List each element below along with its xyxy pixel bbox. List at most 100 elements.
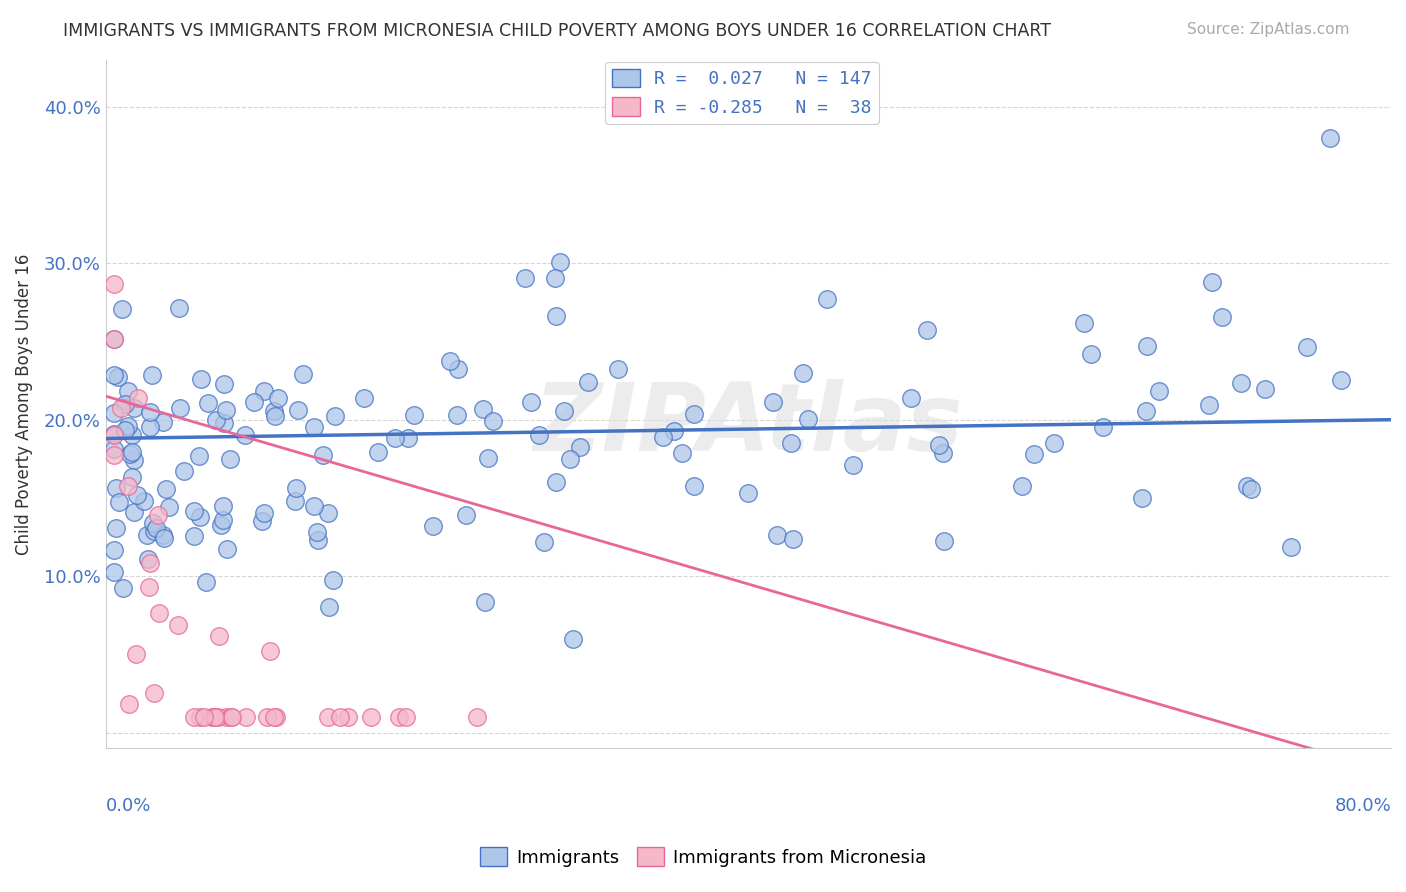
Point (322, 573, 344, 587)
Point (197, 396, 219, 410)
Point (215, 710, 238, 724)
Point (215, 403, 238, 417)
Point (544, 309, 567, 323)
Point (915, 323, 938, 337)
Point (1147, 384, 1170, 398)
Text: IMMIGRANTS VS IMMIGRANTS FROM MICRONESIA CHILD POVERTY AMONG BOYS UNDER 16 CORRE: IMMIGRANTS VS IMMIGRANTS FROM MICRONESIA… (63, 22, 1052, 40)
Point (932, 533, 955, 548)
Point (153, 531, 176, 545)
Point (285, 481, 308, 495)
Point (121, 428, 143, 442)
Point (183, 503, 205, 517)
Point (117, 479, 139, 493)
Point (173, 464, 195, 478)
Point (561, 632, 583, 646)
Point (166, 618, 188, 632)
Point (183, 529, 205, 543)
Point (548, 255, 571, 269)
Text: ZIPAtlas: ZIPAtlas (533, 379, 963, 471)
Point (316, 710, 339, 724)
Point (138, 580, 160, 594)
Point (1211, 310, 1233, 325)
Point (219, 452, 242, 467)
Point (305, 524, 328, 539)
Point (114, 423, 136, 437)
Point (256, 710, 278, 724)
Point (533, 534, 555, 549)
Point (195, 575, 218, 590)
Point (190, 372, 212, 386)
Point (103, 543, 125, 558)
Legend: R =  0.027   N = 147, R = -0.285   N =  38: R = 0.027 N = 147, R = -0.285 N = 38 (605, 62, 879, 124)
Point (146, 508, 169, 522)
Point (205, 413, 228, 427)
Legend: Immigrants, Immigrants from Micronesia: Immigrants, Immigrants from Micronesia (472, 840, 934, 874)
Point (568, 440, 591, 454)
Point (217, 541, 239, 556)
Point (766, 528, 789, 542)
Point (212, 513, 235, 527)
Point (307, 533, 329, 548)
Point (1135, 404, 1157, 418)
Point (422, 518, 444, 533)
Point (134, 494, 156, 508)
Point (207, 710, 229, 724)
Point (142, 524, 165, 539)
Point (1091, 420, 1114, 434)
Point (607, 361, 630, 376)
Point (683, 479, 706, 493)
Point (1080, 347, 1102, 361)
Point (931, 446, 953, 460)
Point (1230, 376, 1253, 390)
Point (1236, 479, 1258, 493)
Point (1240, 482, 1263, 496)
Point (1198, 398, 1220, 412)
Point (103, 442, 125, 456)
Point (1330, 373, 1353, 387)
Point (312, 448, 335, 462)
Point (103, 428, 125, 442)
Point (212, 416, 235, 430)
Point (103, 332, 125, 346)
Point (263, 710, 285, 724)
Point (474, 595, 496, 609)
Point (152, 415, 174, 429)
Point (481, 414, 503, 428)
Point (122, 506, 145, 520)
Point (135, 528, 157, 542)
Point (439, 354, 461, 368)
Point (519, 394, 541, 409)
Point (259, 643, 281, 657)
Point (103, 427, 125, 442)
Point (103, 277, 125, 291)
Point (367, 444, 389, 458)
Point (121, 444, 143, 458)
Point (284, 494, 307, 508)
Point (544, 270, 567, 285)
Point (465, 710, 488, 724)
Point (136, 551, 159, 566)
Point (513, 271, 536, 285)
Point (219, 710, 242, 724)
Point (125, 647, 148, 661)
Point (148, 606, 170, 620)
Point (167, 301, 190, 316)
Point (1073, 316, 1095, 330)
Point (287, 402, 309, 417)
Point (139, 405, 162, 419)
Y-axis label: Child Poverty Among Boys Under 16: Child Poverty Among Boys Under 16 (15, 253, 32, 555)
Text: Source: ZipAtlas.com: Source: ZipAtlas.com (1187, 22, 1350, 37)
Point (212, 499, 235, 513)
Point (111, 302, 134, 317)
Point (201, 710, 224, 724)
Point (138, 556, 160, 570)
Point (103, 565, 125, 579)
Point (329, 710, 352, 724)
Point (118, 447, 141, 461)
Point (842, 458, 865, 473)
Point (117, 384, 139, 398)
Point (117, 419, 139, 434)
Point (1042, 436, 1064, 450)
Point (104, 482, 127, 496)
Point (103, 406, 125, 420)
